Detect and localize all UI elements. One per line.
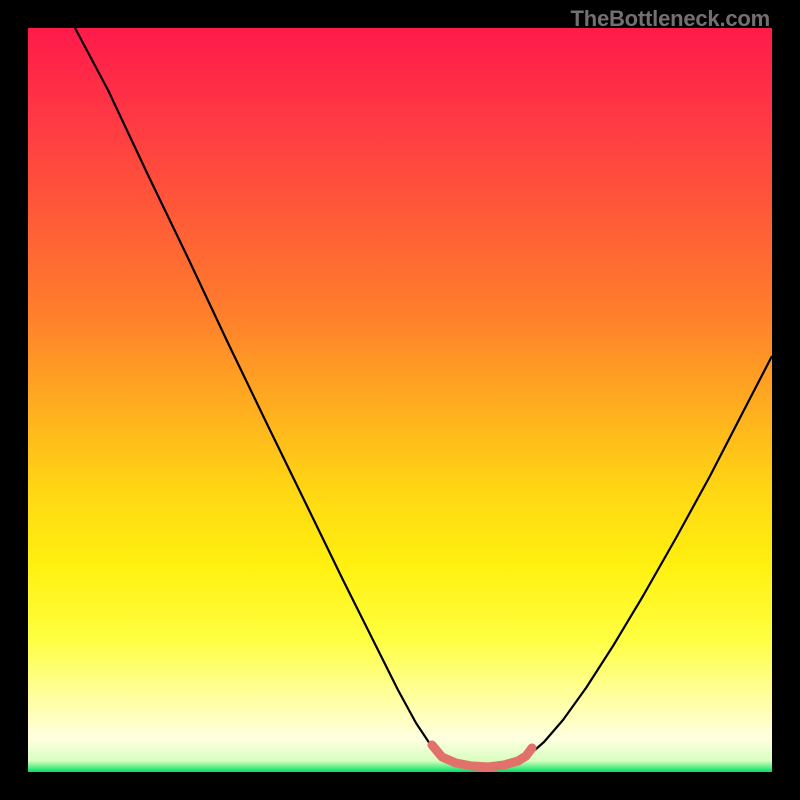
gradient-background xyxy=(28,28,772,772)
chart-svg xyxy=(28,28,772,772)
chart-container: TheBottleneck.com xyxy=(0,0,800,800)
plot-area xyxy=(28,28,772,772)
watermark-text: TheBottleneck.com xyxy=(570,6,770,32)
